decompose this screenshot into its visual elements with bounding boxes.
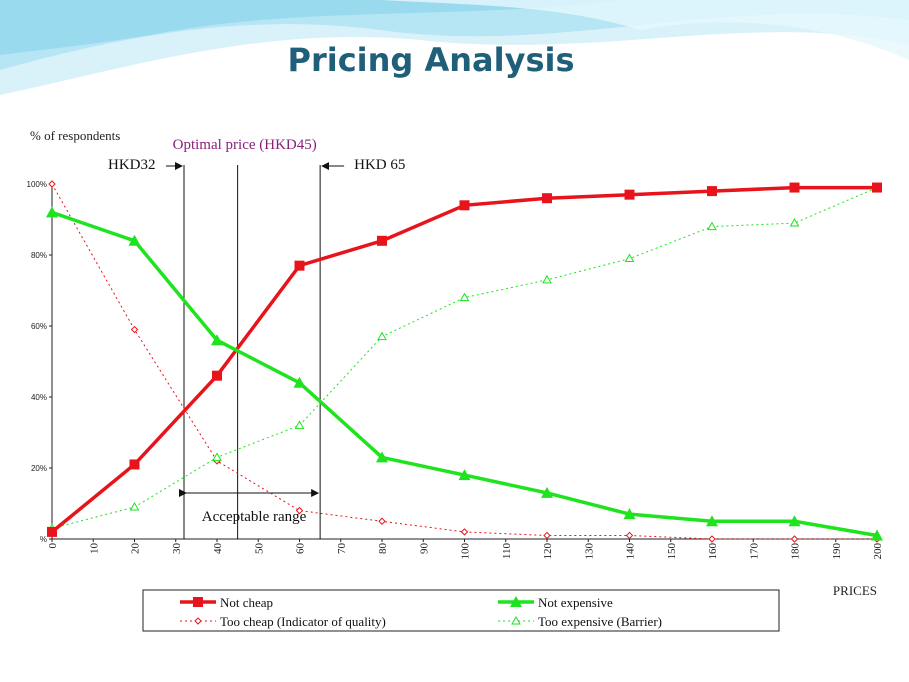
y-axis-label: % of respondents xyxy=(30,128,120,143)
x-tick-label: 0 xyxy=(47,543,59,549)
data-point xyxy=(212,452,222,461)
data-point xyxy=(542,193,552,204)
x-tick-label: 140 xyxy=(625,543,637,560)
series-line xyxy=(51,210,878,538)
y-tick-label: 100% xyxy=(27,180,47,189)
data-point xyxy=(790,535,799,543)
series-line xyxy=(51,183,877,540)
data-point xyxy=(623,508,636,520)
x-tick-label: 40 xyxy=(212,543,224,555)
x-tick-label: 180 xyxy=(790,543,802,560)
y-tick-label: 20% xyxy=(31,464,47,473)
x-tick-label: 50 xyxy=(253,543,265,555)
data-point xyxy=(293,376,306,388)
data-point xyxy=(872,182,882,193)
legend-entry: Not cheap xyxy=(220,595,273,610)
legend-entry: Too cheap (Indicator of quality) xyxy=(220,614,386,629)
data-point xyxy=(458,469,471,481)
x-tick-label: 120 xyxy=(542,543,554,560)
data-point xyxy=(625,531,634,540)
optimal-price-label: Optimal price (HKD45) xyxy=(173,137,317,153)
acceptable-range-label: Acceptable range xyxy=(202,509,307,525)
x-tick-label: 110 xyxy=(501,543,513,560)
data-point xyxy=(295,506,304,515)
legend-swatch-marker xyxy=(193,597,203,607)
annotations: Optimal price (HKD45) HKD32 HKD 65 Acceptab… xyxy=(108,137,405,539)
data-point xyxy=(211,334,223,346)
data-point xyxy=(541,486,553,498)
x-tick-label: 190 xyxy=(831,543,843,560)
series-0 xyxy=(47,182,882,537)
data-point xyxy=(460,528,469,536)
x-tick-label: 70 xyxy=(336,543,348,555)
data-point xyxy=(377,331,387,341)
legend-swatch-marker xyxy=(511,615,521,625)
data-point xyxy=(871,529,883,541)
data-point xyxy=(294,420,305,429)
series-2 xyxy=(48,180,881,543)
data-point xyxy=(707,186,717,197)
y-tick-label: 80% xyxy=(31,251,47,260)
data-point xyxy=(542,274,552,284)
data-point xyxy=(48,180,56,188)
data-point xyxy=(459,292,470,302)
x-tick-label: 60 xyxy=(295,543,307,555)
data-point xyxy=(212,370,222,381)
low-price-label: HKD32 xyxy=(108,157,156,173)
x-tick-label: 200 xyxy=(872,543,884,560)
data-point xyxy=(706,515,718,527)
data-point xyxy=(294,260,305,271)
x-tick-label: 130 xyxy=(583,543,595,560)
background-waves xyxy=(0,0,909,95)
x-tick-label: 170 xyxy=(748,543,760,560)
x-tick-label: 90 xyxy=(418,543,430,555)
data-point xyxy=(129,502,140,511)
y-tick-label: % xyxy=(40,535,47,544)
data-point xyxy=(129,459,140,470)
legend-swatch-marker xyxy=(194,617,202,625)
legend-entry: Too expensive (Barrier) xyxy=(538,614,662,629)
data-point xyxy=(376,451,388,463)
x-axis-label: PRICES xyxy=(833,583,877,598)
data-point xyxy=(377,235,387,246)
data-point xyxy=(624,253,635,263)
data-point xyxy=(624,189,635,200)
data-point xyxy=(46,206,58,218)
data-point xyxy=(788,515,801,527)
series-1 xyxy=(46,206,883,541)
page-title: Pricing Analysis xyxy=(288,41,575,79)
watermark: Stat Solutions xyxy=(266,297,627,357)
data-point xyxy=(707,221,717,231)
high-price-label: HKD 65 xyxy=(354,157,405,173)
x-tick-label: 160 xyxy=(707,543,719,560)
legend-swatch-marker xyxy=(510,596,522,607)
data-point xyxy=(130,325,139,334)
data-point xyxy=(459,200,470,211)
series xyxy=(46,180,883,543)
x-tick-label: 100 xyxy=(460,543,472,560)
y-tick-label: 40% xyxy=(31,393,47,402)
y-tick-label: 60% xyxy=(31,322,47,331)
data-point xyxy=(47,526,57,537)
series-line xyxy=(50,185,877,534)
legend: Not cheap Not expensive Too cheap (Indicat… xyxy=(142,589,780,632)
chart: Stat Solutions % 20% 40% 60% 80% 100% 0 10 20 30 4… xyxy=(27,128,884,632)
data-point xyxy=(789,218,800,227)
data-point xyxy=(708,535,716,543)
axes: % 20% 40% 60% 80% 100% 0 10 20 30 40 50 60 70 80 90 100 1… xyxy=(27,180,884,560)
legend-box xyxy=(142,589,780,632)
x-tick-label: 150 xyxy=(666,543,678,560)
legend-entry: Not expensive xyxy=(538,595,613,610)
x-tick-label: 30 xyxy=(171,543,183,555)
data-point xyxy=(789,182,800,193)
data-point xyxy=(378,517,386,525)
x-tick-label: 80 xyxy=(377,543,389,555)
data-point xyxy=(543,531,551,540)
x-tick-label: 10 xyxy=(88,543,100,555)
x-tick-label: 20 xyxy=(130,543,142,555)
data-point xyxy=(128,234,141,246)
